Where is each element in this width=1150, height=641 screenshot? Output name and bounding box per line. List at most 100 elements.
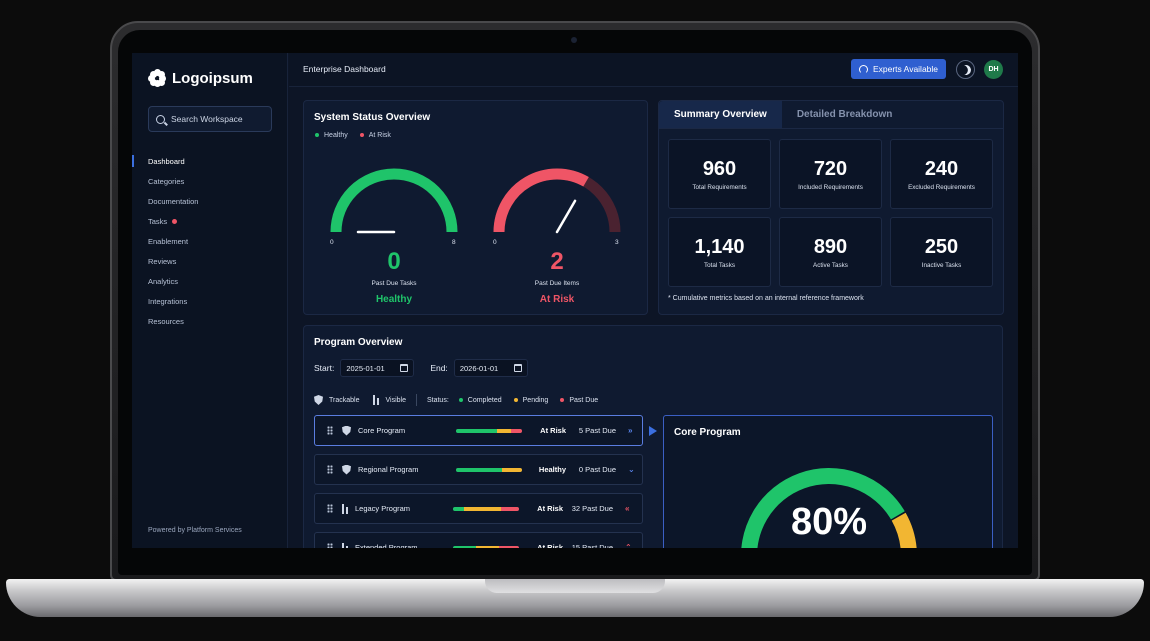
tab-summary-overview[interactable]: Summary Overview: [659, 101, 782, 128]
start-label: Start:: [314, 363, 335, 373]
program-overview-panel: Program Overview Start: 2025-01-01 End: …: [303, 325, 1003, 548]
sidebar: Logoipsum Dashboard Categories Documentati…: [132, 53, 288, 548]
logo[interactable]: Logoipsum: [148, 69, 253, 87]
program-detail-card: Core Program 80%: [663, 415, 993, 548]
program-row[interactable]: Regional Program Healthy 0 Past Due ⌄: [314, 454, 643, 485]
sidebar-item-analytics[interactable]: Analytics: [132, 272, 288, 292]
drag-handle-icon[interactable]: [327, 543, 333, 548]
sidebar-item-label: Enablement: [148, 236, 189, 246]
date-range: Start: 2025-01-01 End: 2026-01-01: [314, 359, 528, 377]
sidebar-item-categories[interactable]: Categories: [132, 171, 288, 191]
drag-handle-icon[interactable]: [327, 504, 333, 513]
sidebar-item-integrations[interactable]: Integrations: [132, 292, 288, 312]
shield-icon: [314, 395, 323, 405]
drag-handle-icon[interactable]: [327, 426, 333, 435]
end-date-field[interactable]: 2026-01-01: [453, 359, 528, 377]
metric-card: 240 Excluded Requirements: [890, 139, 993, 209]
avatar[interactable]: DH: [984, 60, 1003, 79]
sidebar-item-dashboard[interactable]: Dashboard: [132, 151, 288, 171]
theme-toggle-button[interactable]: [956, 60, 975, 79]
gauge-min-tick: 0: [493, 239, 497, 246]
program-name: Regional Program: [358, 465, 419, 474]
gauge-max-tick: 3: [615, 239, 619, 246]
start-date-field[interactable]: 2025-01-01: [340, 359, 415, 377]
metric-value: 240: [924, 157, 959, 180]
gauge-dial: [330, 168, 458, 234]
program-status: At Risk: [540, 426, 566, 435]
program-row[interactable]: Legacy Program At Risk 32 Past Due «: [314, 493, 643, 524]
sidebar-item-documentation[interactable]: Documentation: [132, 191, 288, 211]
status-label: Status:: [426, 396, 449, 404]
progress-bar: [453, 545, 519, 548]
program-row[interactable]: Core Program At Risk 5 Past Due »: [314, 415, 643, 446]
end-label: End:: [430, 363, 448, 373]
program-status: At Risk: [537, 543, 563, 548]
filter-visible[interactable]: Visible: [385, 396, 406, 404]
screen: Logoipsum Dashboard Categories Documentati…: [132, 53, 1018, 548]
progress-bar: [456, 467, 522, 472]
experts-available-button[interactable]: Experts Available: [851, 59, 946, 79]
start-date-value: 2025-01-01: [346, 363, 385, 373]
moon-icon: [959, 63, 972, 76]
detail-gauge: [741, 468, 917, 548]
gauge-value: 2: [550, 248, 564, 275]
gauge-value: 0: [387, 248, 401, 275]
metric-card: 720 Included Requirements: [779, 139, 882, 209]
sidebar-item-tasks[interactable]: Tasks: [132, 211, 288, 231]
drag-handle-icon[interactable]: [327, 465, 333, 474]
progress-bar: [456, 428, 522, 433]
bars-icon: [342, 503, 348, 514]
metric-label: Inactive Tasks: [921, 261, 962, 269]
program-row[interactable]: Extended Program At Risk 15 Past Due ⌃: [314, 532, 643, 548]
expand-chevron-icon[interactable]: »: [628, 426, 633, 435]
expand-chevron-icon[interactable]: «: [625, 504, 630, 513]
logo-icon: [148, 69, 166, 87]
metric-card: 250 Inactive Tasks: [890, 217, 993, 287]
metric-card: 1,140 Total Tasks: [668, 217, 771, 287]
sidebar-item-reviews[interactable]: Reviews: [132, 251, 288, 271]
expand-chevron-icon[interactable]: ⌃: [625, 543, 632, 548]
search-box[interactable]: [148, 106, 272, 132]
sidebar-item-enablement[interactable]: Enablement: [132, 231, 288, 251]
status-past-due: Past Due: [560, 397, 598, 404]
end-date-value: 2026-01-01: [459, 363, 499, 373]
program-name: Legacy Program: [355, 504, 411, 513]
sidebar-item-resources[interactable]: Resources: [132, 312, 288, 332]
metric-value: 960: [702, 157, 737, 180]
search-input[interactable]: [171, 114, 266, 124]
shield-icon: [342, 464, 351, 475]
sidebar-item-label: Dashboard: [148, 156, 185, 166]
gauge-needle: [555, 199, 577, 234]
metric-label: Total Tasks: [703, 261, 736, 269]
metric-value: 720: [813, 157, 848, 180]
notification-dot: [172, 218, 178, 224]
metric-card: 960 Total Requirements: [668, 139, 771, 209]
metric-value: 250: [924, 235, 959, 258]
expand-chevron-icon[interactable]: ⌄: [628, 465, 635, 474]
gauge-label: Past Due Tasks: [371, 280, 417, 287]
detail-title: Core Program: [674, 427, 741, 438]
gauge-min-tick: 0: [330, 239, 334, 246]
sidebar-item-label: Integrations: [148, 297, 188, 307]
gauge-label: Past Due Items: [534, 280, 580, 287]
sidebar-item-label: Analytics: [148, 277, 179, 287]
gauge-dial: [493, 168, 621, 234]
filter-trackable[interactable]: Trackable: [329, 396, 360, 404]
top-bar: Enterprise Dashboard Experts Available D…: [289, 53, 1018, 87]
sidebar-item-label: Categories: [148, 176, 185, 186]
gauge-status: Healthy: [375, 294, 413, 305]
laptop-notch: [485, 579, 665, 593]
program-name: Extended Program: [355, 543, 418, 548]
program-overview-title: Program Overview: [314, 337, 403, 348]
shield-icon: [342, 425, 351, 436]
tab-detailed-breakdown[interactable]: Detailed Breakdown: [796, 109, 893, 120]
bars-icon: [342, 542, 348, 548]
program-name: Core Program: [358, 426, 406, 435]
metric-value: 1,140: [694, 235, 745, 258]
summary-footnote: * Cumulative metrics based on an interna…: [668, 295, 864, 302]
experts-label: Experts Available: [872, 64, 939, 74]
bars-icon: [373, 395, 380, 405]
status-completed: Completed: [458, 397, 502, 404]
metric-label: Included Requirements: [798, 183, 863, 191]
status-pending: Pending: [513, 397, 548, 404]
